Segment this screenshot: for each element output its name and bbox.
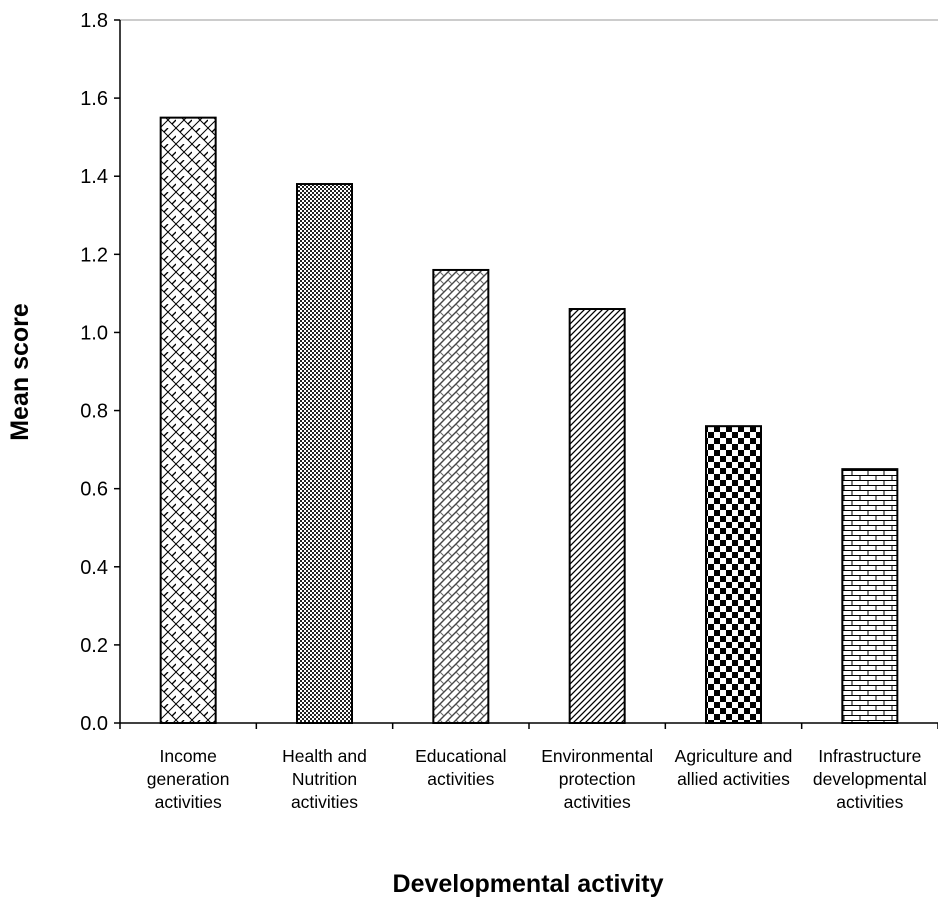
y-tick-label: 0.6	[80, 479, 108, 501]
plot-area: 0.0 0.2 0.4 0.6 0.8 1.0 1.2 1.4 1.6 1.8 Income gen…	[80, 10, 938, 812]
y-tick-label: 0.8	[80, 401, 108, 423]
bar-5	[705, 425, 762, 724]
y-axis: 0.0 0.2 0.4 0.6 0.8 1.0 1.2 1.4 1.6 1.8	[80, 10, 938, 735]
x-axis-title: Developmental activity	[393, 870, 664, 898]
bar-4	[568, 308, 626, 724]
bars	[159, 116, 899, 725]
y-tick-label: 0.2	[80, 635, 108, 657]
x-tick-label: Environmental protection activities	[541, 746, 653, 812]
x-tick-label: Income generation activities	[147, 746, 230, 812]
y-tick-label: 1.0	[80, 322, 108, 344]
bar-3	[432, 268, 490, 724]
bar-6	[841, 468, 899, 724]
x-tick-label: Agriculture and allied activities	[675, 746, 793, 789]
y-tick-label: 1.4	[80, 166, 108, 188]
y-tick-label: 1.8	[80, 10, 108, 32]
y-tick-label: 1.2	[80, 244, 108, 266]
x-axis: Income generation activities Health and Nutr…	[119, 722, 938, 812]
bar-1	[159, 116, 217, 724]
bar-2	[296, 183, 353, 725]
x-tick-label: Educational activities	[415, 746, 506, 789]
y-tick-label: 0.4	[80, 557, 108, 579]
y-tick-label: 0.0	[80, 713, 108, 735]
x-tick-label: Health and Nutrition activities	[282, 746, 367, 812]
y-tick-label: 1.6	[80, 88, 108, 110]
y-axis-title: Mean score	[6, 303, 34, 441]
x-tick-label: Infrastructure developmental activities	[813, 746, 927, 812]
